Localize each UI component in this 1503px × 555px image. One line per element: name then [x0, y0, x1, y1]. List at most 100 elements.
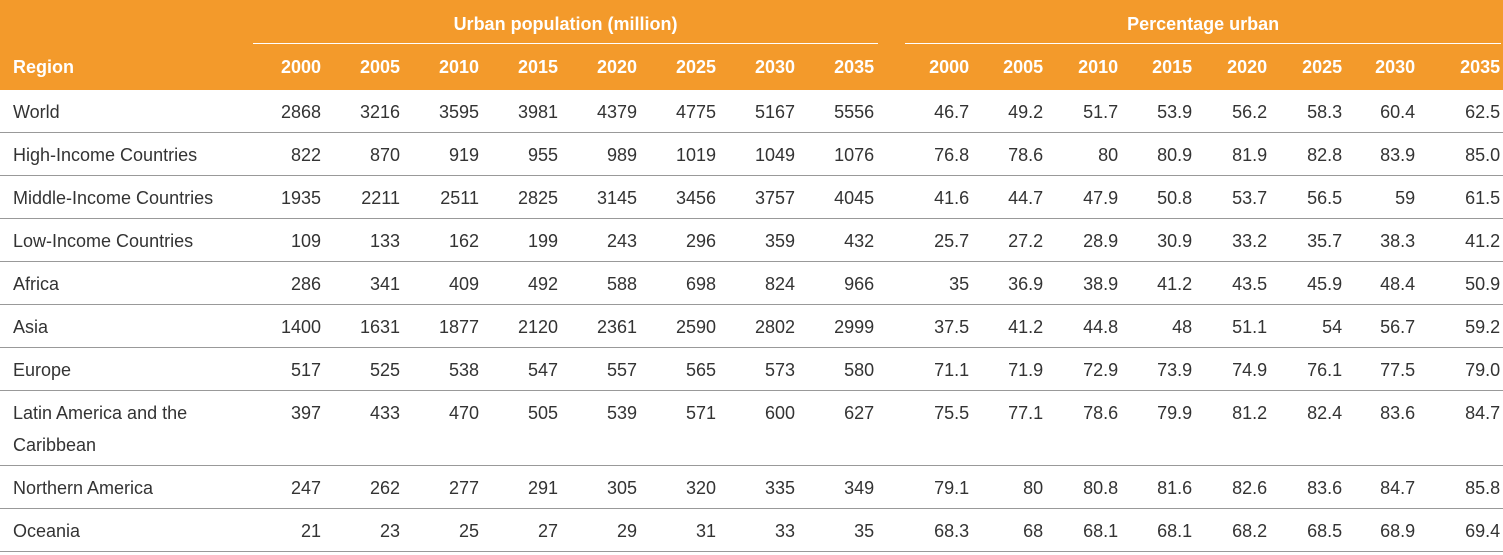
value-cell: 2361: [562, 304, 641, 348]
value-cell: 30.9: [1122, 218, 1197, 262]
value-cell: 4045: [799, 175, 879, 219]
value-cell: 68: [973, 508, 1048, 552]
value-cell: 80: [1047, 132, 1123, 176]
value-cell: 83.6: [1271, 465, 1347, 509]
value-cell: 43.5: [1196, 261, 1272, 305]
value-cell: 25.7: [878, 218, 974, 262]
value-cell: 335: [720, 465, 799, 509]
value-cell: 4379: [562, 90, 641, 133]
table-body: World 2868 3216 3595 3981 4379 4775 5167 5556 46.…: [0, 90, 1503, 552]
value-cell: 433: [325, 390, 404, 466]
value-cell: 2511: [404, 175, 483, 219]
value-cell: 74.9: [1196, 347, 1272, 391]
value-cell: 56.7: [1346, 304, 1420, 348]
value-cell: 78.6: [1047, 390, 1123, 466]
value-cell: 37.5: [878, 304, 974, 348]
value-cell: 1631: [325, 304, 404, 348]
value-cell: 85.8: [1419, 465, 1503, 509]
value-cell: 78.6: [973, 132, 1048, 176]
value-cell: 397: [245, 390, 325, 466]
value-cell: 286: [245, 261, 325, 305]
region-cell: Africa: [0, 261, 245, 305]
table-row: Europe 517 525 538 547 557 565 573 580 71.1 71.9 72…: [0, 347, 1503, 391]
value-cell: 81.6: [1122, 465, 1197, 509]
value-cell: 46.7: [878, 90, 974, 133]
value-cell: 21: [245, 508, 325, 552]
value-cell: 68.3: [878, 508, 974, 552]
value-cell: 59: [1346, 175, 1420, 219]
value-cell: 80.8: [1047, 465, 1123, 509]
value-cell: 2211: [325, 175, 404, 219]
value-cell: 49.2: [973, 90, 1048, 133]
value-cell: 41.2: [1419, 218, 1503, 262]
value-cell: 82.6: [1196, 465, 1272, 509]
value-cell: 36.9: [973, 261, 1048, 305]
value-cell: 296: [641, 218, 720, 262]
table-row: Oceania 21 23 25 27 29 31 33 35 68.3 68 68.1 68.1 68.…: [0, 508, 1503, 552]
value-cell: 2590: [641, 304, 720, 348]
value-cell: 79.1: [878, 465, 974, 509]
value-cell: 80.9: [1122, 132, 1197, 176]
value-cell: 71.1: [878, 347, 974, 391]
value-cell: 50.9: [1419, 261, 1503, 305]
table-header: Urban population (million) Percentage urb…: [0, 0, 1503, 90]
value-cell: 2802: [720, 304, 799, 348]
value-cell: 588: [562, 261, 641, 305]
value-cell: 81.2: [1196, 390, 1272, 466]
value-cell: 2120: [483, 304, 562, 348]
value-cell: 966: [799, 261, 879, 305]
value-cell: 2868: [245, 90, 325, 133]
value-cell: 54: [1271, 304, 1347, 348]
year-header: 2010: [1047, 44, 1123, 90]
value-cell: 320: [641, 465, 720, 509]
value-cell: 75.5: [878, 390, 974, 466]
value-cell: 1400: [245, 304, 325, 348]
value-cell: 44.8: [1047, 304, 1123, 348]
region-cell: Low-Income Countries: [0, 218, 245, 262]
value-cell: 79.0: [1419, 347, 1503, 391]
value-cell: 23: [325, 508, 404, 552]
value-cell: 822: [245, 132, 325, 176]
year-header: 2035: [799, 44, 879, 90]
value-cell: 600: [720, 390, 799, 466]
value-cell: 62.5: [1419, 90, 1503, 133]
value-cell: 557: [562, 347, 641, 391]
value-cell: 824: [720, 261, 799, 305]
region-cell: World: [0, 90, 245, 133]
value-cell: 1076: [799, 132, 879, 176]
value-cell: 51.1: [1196, 304, 1272, 348]
value-cell: 989: [562, 132, 641, 176]
table-row: Low-Income Countries 109 133 162 199 243 296 35…: [0, 218, 1503, 262]
year-header: 2025: [641, 44, 720, 90]
table-row: Middle-Income Countries 1935 2211 2511 2825 3…: [0, 175, 1503, 219]
value-cell: 68.1: [1047, 508, 1123, 552]
value-cell: 341: [325, 261, 404, 305]
value-cell: 31: [641, 508, 720, 552]
value-cell: 68.9: [1346, 508, 1420, 552]
value-cell: 565: [641, 347, 720, 391]
value-cell: 47.9: [1047, 175, 1123, 219]
value-cell: 5167: [720, 90, 799, 133]
header-group-row: Urban population (million) Percentage urb…: [0, 0, 1503, 44]
value-cell: 291: [483, 465, 562, 509]
value-cell: 80: [973, 465, 1048, 509]
value-cell: 73.9: [1122, 347, 1197, 391]
value-cell: 492: [483, 261, 562, 305]
value-cell: 48.4: [1346, 261, 1420, 305]
region-cell: Latin America and the Caribbean: [0, 390, 245, 466]
value-cell: 84.7: [1419, 390, 1503, 466]
value-cell: 60.4: [1346, 90, 1420, 133]
value-cell: 580: [799, 347, 879, 391]
value-cell: 56.2: [1196, 90, 1272, 133]
value-cell: 305: [562, 465, 641, 509]
value-cell: 69.4: [1419, 508, 1503, 552]
value-cell: 3456: [641, 175, 720, 219]
value-cell: 48: [1122, 304, 1197, 348]
region-header: Region: [0, 44, 245, 90]
value-cell: 247: [245, 465, 325, 509]
value-cell: 262: [325, 465, 404, 509]
value-cell: 133: [325, 218, 404, 262]
value-cell: 68.1: [1122, 508, 1197, 552]
